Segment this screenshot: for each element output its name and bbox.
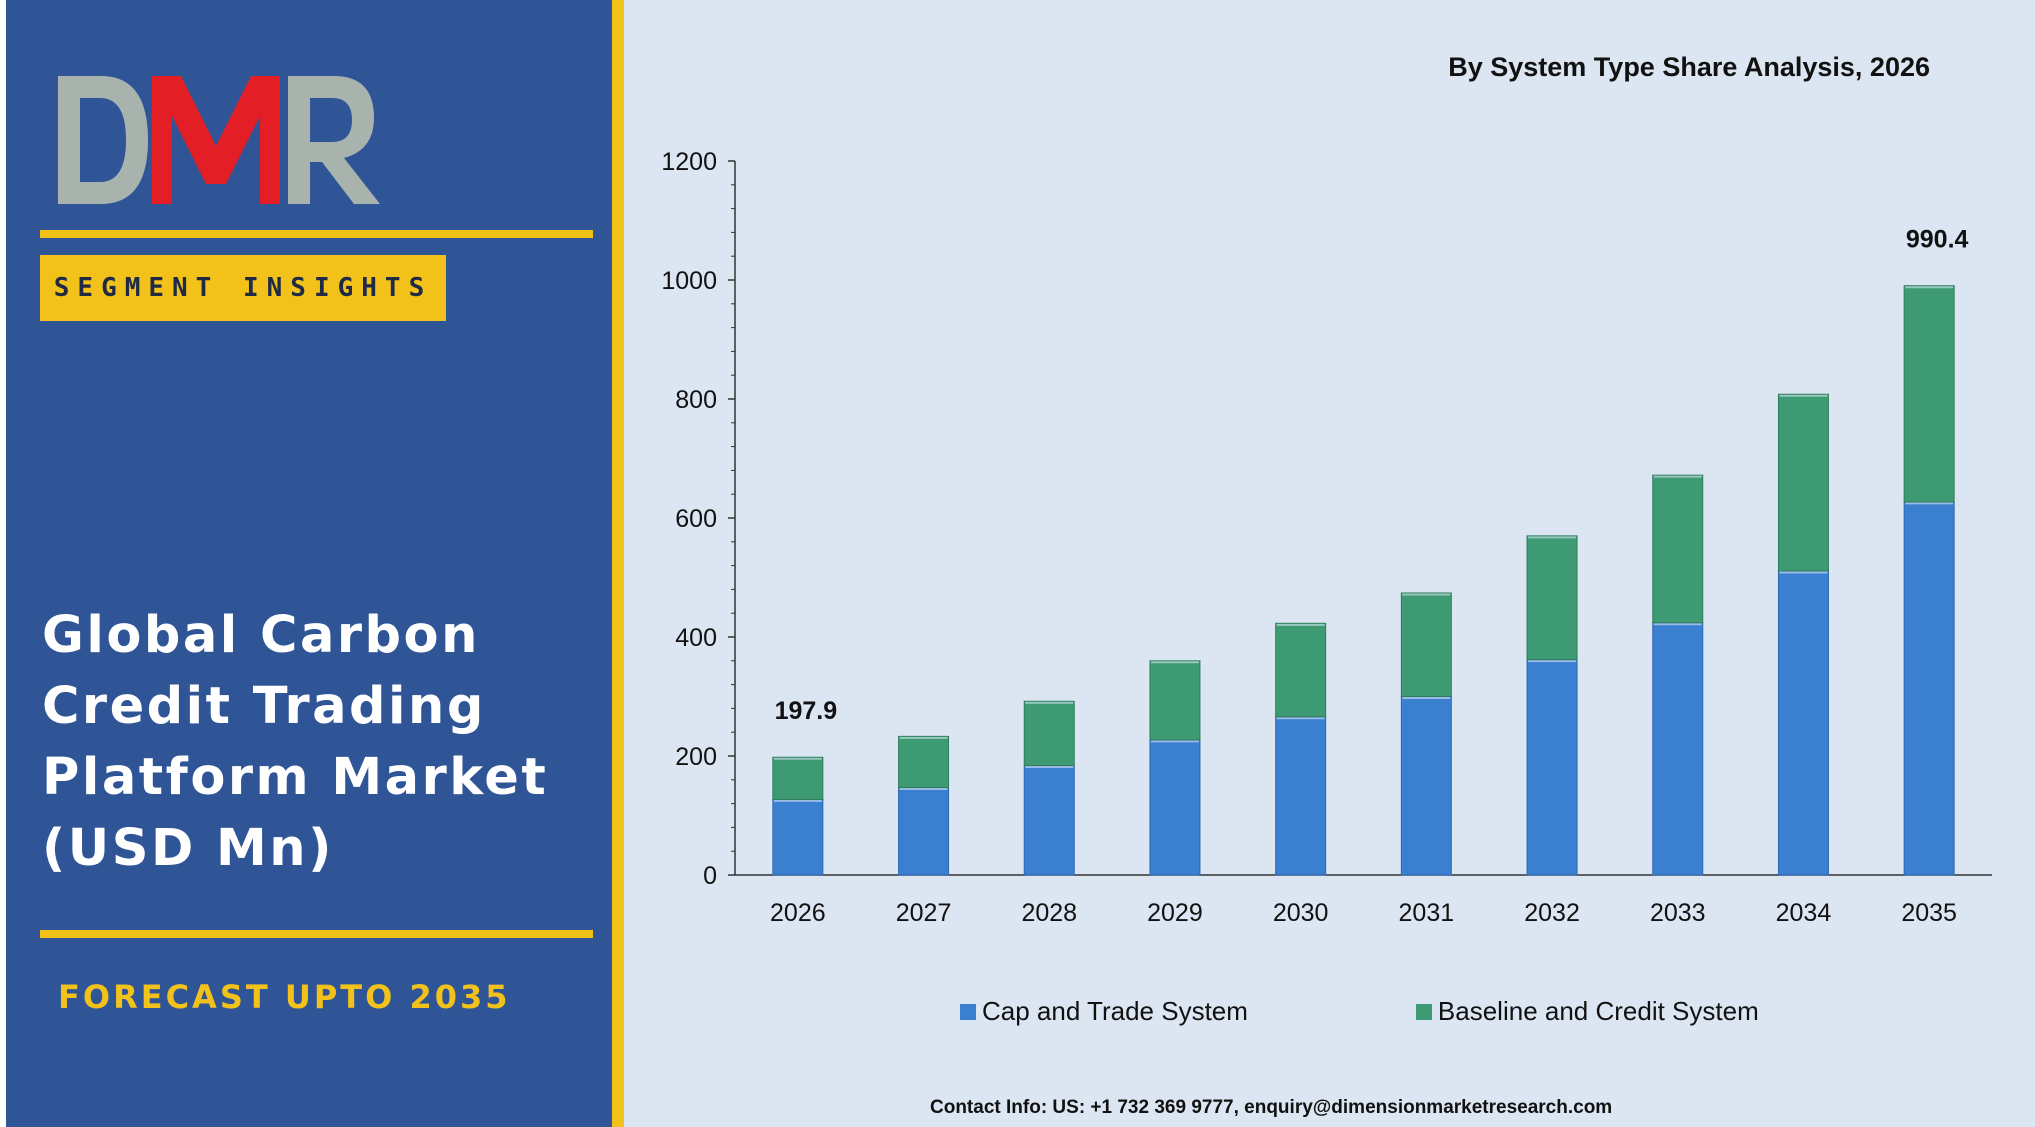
x-tick-label: 2027 bbox=[896, 899, 952, 927]
bar-cap-and-trade-system-2027 bbox=[898, 787, 950, 876]
bar-baseline-and-credit-system-2029 bbox=[1149, 660, 1201, 741]
legend-swatch-cap-and-trade bbox=[960, 1003, 976, 1020]
x-tick-label: 2034 bbox=[1776, 899, 1832, 927]
legend-label-baseline-and-credit: Baseline and Credit System bbox=[1437, 996, 1759, 1026]
bar-cap-and-trade-system-2029 bbox=[1149, 739, 1201, 876]
x-tick-label: 2029 bbox=[1147, 899, 1203, 927]
accent-strip bbox=[612, 0, 624, 1127]
x-tick-label: 2031 bbox=[1399, 899, 1455, 927]
bar-baseline-and-credit-system-2027 bbox=[898, 735, 950, 789]
bar-cap-and-trade-system-2034 bbox=[1777, 570, 1829, 876]
legend-swatch-baseline-and-credit bbox=[1415, 1003, 1432, 1020]
data-label-2026: 197.9 bbox=[775, 697, 838, 725]
y-tick-label: 0 bbox=[703, 862, 717, 890]
market-title-line: Global Carbon bbox=[42, 606, 480, 665]
left-panel: SEGMENT INSIGHTS Global Carbon Credit Tr… bbox=[6, 0, 612, 1127]
bar-baseline-and-credit-system-2033 bbox=[1652, 474, 1704, 624]
market-title-line: (USD Mn) bbox=[42, 819, 334, 878]
x-tick-label: 2033 bbox=[1650, 899, 1706, 927]
y-tick-label: 200 bbox=[675, 743, 717, 771]
data-label-2035: 990.4 bbox=[1906, 226, 1969, 254]
x-tick-label: 2035 bbox=[1901, 899, 1957, 927]
bar-baseline-and-credit-system-2034 bbox=[1777, 393, 1829, 572]
y-tick-label: 1000 bbox=[661, 267, 717, 295]
bar-baseline-and-credit-system-2026 bbox=[772, 756, 824, 800]
segment-insights-badge: SEGMENT INSIGHTS bbox=[40, 255, 446, 321]
stacked-bar-chart: 0 200 400 600 800 1000 1200 2026 2027 2028 2029 20… bbox=[661, 148, 1992, 927]
bar-cap-and-trade-system-2026 bbox=[772, 798, 824, 876]
legend-label-cap-and-trade: Cap and Trade System bbox=[982, 996, 1248, 1026]
x-tick-label: 2026 bbox=[770, 899, 826, 927]
x-tick-label: 2030 bbox=[1273, 899, 1329, 927]
market-title-line: Credit Trading bbox=[42, 677, 486, 736]
bar-cap-and-trade-system-2030 bbox=[1275, 716, 1327, 876]
top-divider bbox=[40, 230, 593, 238]
bar-baseline-and-credit-system-2032 bbox=[1526, 535, 1578, 661]
y-tick-label: 600 bbox=[675, 505, 717, 533]
bar-baseline-and-credit-system-2030 bbox=[1275, 622, 1327, 718]
bar-cap-and-trade-system-2033 bbox=[1652, 622, 1704, 876]
legend-item-baseline-and-credit: Baseline and Credit System bbox=[1415, 996, 1759, 1027]
dmr-logo bbox=[58, 76, 380, 204]
market-title: Global Carbon Credit Trading Platform Ma… bbox=[42, 600, 602, 884]
bar-cap-and-trade-system-2028 bbox=[1023, 765, 1075, 876]
bar-baseline-and-credit-system-2031 bbox=[1400, 592, 1452, 697]
chart-title: By System Type Share Analysis, 2026 bbox=[1448, 52, 1930, 82]
y-tick-label: 800 bbox=[675, 386, 717, 414]
y-tick-label: 1200 bbox=[661, 148, 717, 176]
market-title-line: Platform Market bbox=[42, 748, 549, 807]
forecast-label: FORECAST UPTO 2035 bbox=[58, 978, 511, 1016]
bar-cap-and-trade-system-2031 bbox=[1400, 696, 1452, 876]
contact-info: Contact Info: US: +1 732 369 9777, enqui… bbox=[930, 1097, 1613, 1118]
y-tick-label: 400 bbox=[675, 624, 717, 652]
bar-cap-and-trade-system-2035 bbox=[1903, 501, 1955, 876]
bar-cap-and-trade-system-2032 bbox=[1526, 659, 1578, 876]
x-tick-label: 2032 bbox=[1524, 899, 1580, 927]
x-tick-label: 2028 bbox=[1021, 899, 1077, 927]
legend-item-cap-and-trade: Cap and Trade System bbox=[960, 996, 1248, 1027]
bar-baseline-and-credit-system-2028 bbox=[1023, 700, 1075, 767]
bar-baseline-and-credit-system-2035 bbox=[1903, 285, 1955, 503]
segment-insights-label: SEGMENT INSIGHTS bbox=[53, 273, 433, 303]
bottom-divider bbox=[40, 930, 593, 938]
chart-legend: Cap and Trade System Baseline and Credit… bbox=[960, 996, 1759, 1027]
